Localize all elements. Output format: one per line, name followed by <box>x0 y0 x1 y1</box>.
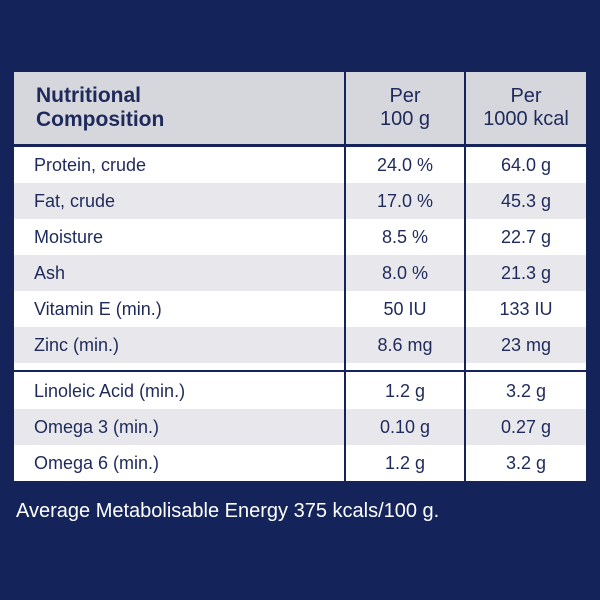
table-title-line1: Nutritional <box>36 84 141 107</box>
column-header-per-100g: Per 100 g <box>346 72 464 144</box>
nutrient-name: Protein, crude <box>34 155 147 175</box>
column-header-per-1000kcal: Per 1000 kcal <box>466 72 586 144</box>
column-divider <box>344 72 346 481</box>
value-per-100g: 17.0 % <box>376 191 434 211</box>
column-header-per-1000kcal-line2: 1000 kcal <box>483 108 569 130</box>
column-divider <box>464 72 466 481</box>
value-per-100g: 24.0 % <box>376 155 434 175</box>
header-divider <box>14 144 586 147</box>
nutrient-name: Omega 3 (min.) <box>34 417 160 437</box>
value-per-1000kcal: 133 IU <box>499 299 553 319</box>
value-per-100g: 1.2 g <box>384 453 426 473</box>
value-per-1000kcal: 21.3 g <box>500 263 552 283</box>
nutrition-table: Nutritional Composition Per 100 g Per 10… <box>14 72 586 481</box>
nutrient-name: Linoleic Acid (min.) <box>34 381 186 401</box>
table-row: Moisture 8.5 % 22.7 g <box>14 219 586 255</box>
value-per-100g: 1.2 g <box>384 381 426 401</box>
table-title: Nutritional Composition <box>36 84 164 132</box>
value-per-1000kcal: 3.2 g <box>505 453 547 473</box>
table-row: Omega 6 (min.) 1.2 g 3.2 g <box>14 445 586 481</box>
column-header-per-1000kcal-line1: Per <box>510 85 542 107</box>
value-per-100g: 8.6 mg <box>377 335 433 355</box>
value-per-1000kcal: 23 mg <box>500 335 552 355</box>
energy-footnote: Average Metabolisable Energy 375 kcals/1… <box>16 500 440 522</box>
value-per-1000kcal: 3.2 g <box>505 381 547 401</box>
group-divider <box>14 370 586 372</box>
table-header-title-cell: Nutritional Composition <box>14 72 344 144</box>
nutrient-name: Zinc (min.) <box>34 335 119 355</box>
column-header-per-100g-line2: 100 g <box>379 108 431 130</box>
value-per-1000kcal: 22.7 g <box>500 227 552 247</box>
value-per-1000kcal: 45.3 g <box>500 191 552 211</box>
table-row: Linoleic Acid (min.) 1.2 g 3.2 g <box>14 373 586 409</box>
nutrient-name: Omega 6 (min.) <box>34 453 160 473</box>
nutrient-name: Fat, crude <box>34 191 116 211</box>
table-row: Vitamin E (min.) 50 IU 133 IU <box>14 291 586 327</box>
table-row: Protein, crude 24.0 % 64.0 g <box>14 147 586 183</box>
value-per-100g: 0.10 g <box>379 417 431 437</box>
table-title-line2: Composition <box>36 108 165 131</box>
value-per-1000kcal: 64.0 g <box>500 155 552 175</box>
value-per-100g: 50 IU <box>383 299 427 319</box>
column-header-per-100g-line1: Per <box>389 85 421 107</box>
table-row: Ash 8.0 % 21.3 g <box>14 255 586 291</box>
nutrient-name: Ash <box>34 263 66 283</box>
table-row: Fat, crude 17.0 % 45.3 g <box>14 183 586 219</box>
table-row: Zinc (min.) 8.6 mg 23 mg <box>14 327 586 363</box>
nutrient-name: Vitamin E (min.) <box>34 299 162 319</box>
table-row: Omega 3 (min.) 0.10 g 0.27 g <box>14 409 586 445</box>
nutrient-name: Moisture <box>34 227 104 247</box>
value-per-1000kcal: 0.27 g <box>500 417 552 437</box>
value-per-100g: 8.0 % <box>381 263 429 283</box>
value-per-100g: 8.5 % <box>381 227 429 247</box>
